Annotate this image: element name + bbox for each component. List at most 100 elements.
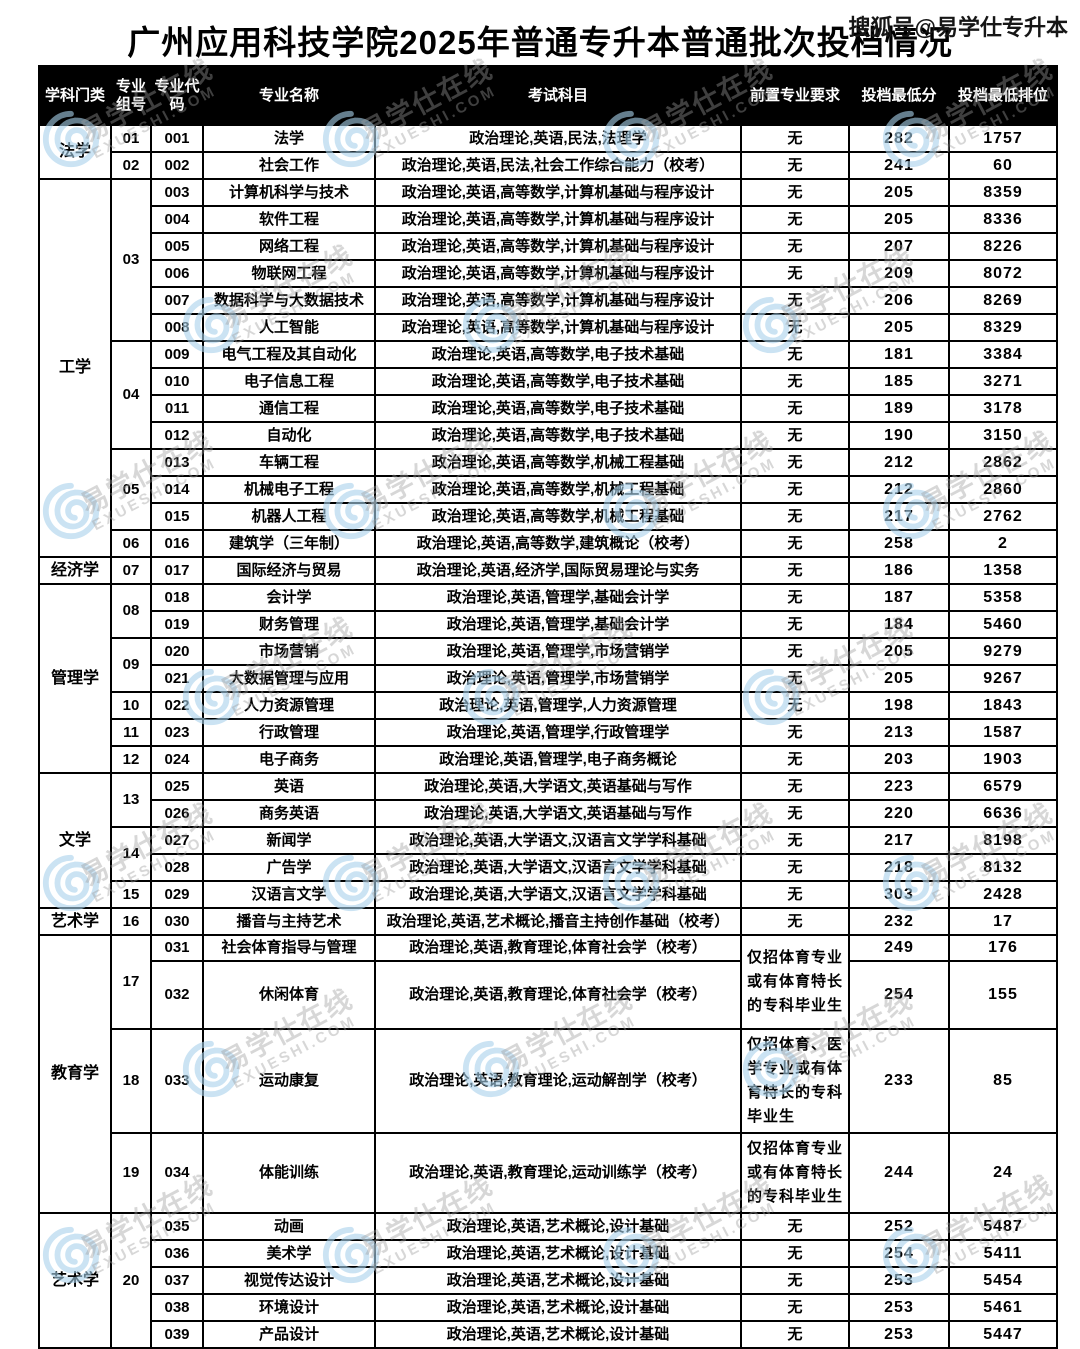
prereq-cell: 无 <box>740 313 850 342</box>
rank-cell: 3150 <box>948 421 1058 450</box>
major-cell: 运动康复 <box>202 1028 376 1134</box>
table-row: 11 023 行政管理 政治理论,英语,管理学,行政管理学无 213 1587 <box>39 718 1058 747</box>
score-cell: 205 <box>848 205 950 234</box>
rank-cell: 9279 <box>948 637 1058 666</box>
rank-cell: 8072 <box>948 259 1058 288</box>
rank-cell: 5461 <box>948 1293 1058 1322</box>
prereq-cell: 无 <box>740 664 850 693</box>
subjects-cell: 政治理论,英语,教育理论,体育社会学（校考） <box>374 934 742 962</box>
prereq-cell: 无 <box>740 718 850 747</box>
code-cell: 021 <box>150 664 204 693</box>
table-row: 039 产品设计 政治理论,英语,艺术概论,设计基础无 253 5447 <box>39 1320 1058 1349</box>
rank-cell: 3178 <box>948 394 1058 423</box>
major-cell: 电气工程及其自动化 <box>202 340 376 369</box>
category-cell: 法学 <box>38 124 112 180</box>
score-cell: 206 <box>848 286 950 315</box>
score-cell: 185 <box>848 367 950 396</box>
category-cell: 经济学 <box>38 556 112 585</box>
group-cell: 12 <box>110 745 152 774</box>
table-row: 艺术学 20 035 动画 政治理论,英语,艺术概论,设计基础无 252 5487 <box>38 1212 1058 1349</box>
major-cell: 环境设计 <box>202 1293 376 1322</box>
code-cell: 035 <box>150 1212 204 1241</box>
major-cell: 休闲体育 <box>202 960 376 1030</box>
table-row: 文学 13 025 英语 政治理论,英语,大学语文,英语基础与写作无 223 6579 <box>38 772 1058 909</box>
score-cell: 212 <box>848 448 950 477</box>
rank-cell: 3384 <box>948 340 1058 369</box>
table-row: 10 022 人力资源管理 政治理论,英语,管理学,人力资源管理无 198 1843 <box>39 691 1058 720</box>
rank-cell: 8198 <box>948 826 1058 855</box>
table-row: 010 电子信息工程 政治理论,英语,高等数学,电子技术基础无 185 3271 <box>39 367 1058 396</box>
prereq-cell: 无 <box>740 529 850 558</box>
col-group: 专业组号 <box>110 65 152 126</box>
subjects-cell: 政治理论,英语,高等数学,机械工程基础 <box>374 502 742 531</box>
rank-cell: 60 <box>948 151 1058 180</box>
code-cell: 031 <box>150 934 204 962</box>
subjects-cell: 政治理论,英语,高等数学,计算机基础与程序设计 <box>374 313 742 342</box>
rank-cell: 1903 <box>948 745 1058 774</box>
code-cell: 029 <box>150 880 204 909</box>
table-row: 教育学 17 031 社会体育指导与管理 政治理论,英语,教育理论,体育社会学（校考）仅… <box>38 934 1058 1214</box>
code-cell: 033 <box>150 1028 204 1134</box>
major-cell: 通信工程 <box>202 394 376 423</box>
group-cell: 01 <box>110 124 152 153</box>
group-cell: 06 <box>110 529 152 558</box>
table-row: 管理学 08 018 会计学 政治理论,英语,管理学,基础会计学无 187 5358 <box>38 583 1058 774</box>
subjects-cell: 政治理论,英语,艺术概论,设计基础 <box>374 1293 742 1322</box>
score-cell: 249 <box>848 934 950 962</box>
score-cell: 187 <box>848 583 950 612</box>
prereq-cell: 无 <box>740 502 850 531</box>
subjects-cell: 政治理论,英语,大学语文,英语基础与写作 <box>374 772 742 801</box>
header-row: 学科门类 专业组号 专业代码 专业名称 考试科目 前置专业要求 投档最低分 投档… <box>38 65 1058 126</box>
category-cell: 教育学 <box>38 934 112 1214</box>
subjects-cell: 政治理论,英语,高等数学,机械工程基础 <box>374 475 742 504</box>
major-cell: 英语 <box>202 772 376 801</box>
subjects-cell: 政治理论,英语,高等数学,计算机基础与程序设计 <box>374 286 742 315</box>
prereq-cell: 无 <box>740 475 850 504</box>
prereq-cell: 无 <box>740 259 850 288</box>
subjects-cell: 政治理论,英语,民法,法理学 <box>374 124 742 153</box>
score-cell: 244 <box>848 1132 950 1214</box>
table-row: 007 数据科学与大数据技术 政治理论,英语,高等数学,计算机基础与程序设计无 206… <box>39 286 1058 315</box>
table-row: 12 024 电子商务 政治理论,英语,管理学,电子商务概论无 203 1903 <box>39 745 1058 774</box>
score-cell: 233 <box>848 1028 950 1134</box>
code-cell: 039 <box>150 1320 204 1349</box>
code-cell: 002 <box>150 151 204 180</box>
table-row: 工学 03 003 计算机科学与技术 政治理论,英语,高等数学,计算机基础与程序设计无 2… <box>38 178 1058 558</box>
rank-cell: 1587 <box>948 718 1058 747</box>
table-row: 15 029 汉语言文学 政治理论,英语,大学语文,汉语言文学学科基础无 303 2428 <box>39 880 1058 909</box>
group-cell: 16 <box>110 907 152 936</box>
prereq-cell: 无 <box>740 745 850 774</box>
code-cell: 006 <box>150 259 204 288</box>
subjects-cell: 政治理论,英语,民法,社会工作综合能力（校考） <box>374 151 742 180</box>
major-cell: 会计学 <box>202 583 376 612</box>
subjects-cell: 政治理论,英语,高等数学,电子技术基础 <box>374 340 742 369</box>
score-cell: 205 <box>848 637 950 666</box>
major-cell: 人工智能 <box>202 313 376 342</box>
category-cell: 文学 <box>38 772 112 909</box>
score-cell: 253 <box>848 1320 950 1349</box>
page-title: 广州应用科技学院2025年普通专升本普通批次投档情况 <box>127 24 953 61</box>
code-cell: 008 <box>150 313 204 342</box>
major-cell: 物联网工程 <box>202 259 376 288</box>
group-cell: 10 <box>110 691 152 720</box>
table-row: 012 自动化 政治理论,英语,高等数学,电子技术基础无 190 3150 <box>39 421 1058 450</box>
code-cell: 030 <box>150 907 204 936</box>
code-cell: 037 <box>150 1266 204 1295</box>
rank-cell: 2762 <box>948 502 1058 531</box>
subjects-cell: 政治理论,英语,高等数学,计算机基础与程序设计 <box>374 205 742 234</box>
table-row: 015 机器人工程 政治理论,英语,高等数学,机械工程基础无 217 2762 <box>39 502 1058 531</box>
prereq-cell: 无 <box>740 610 850 639</box>
prereq-cell: 无 <box>740 907 850 936</box>
col-code: 专业代码 <box>150 65 204 126</box>
subjects-cell: 政治理论,英语,大学语文,汉语言文学学科基础 <box>374 880 742 909</box>
score-cell: 232 <box>848 907 950 936</box>
source-watermark: 搜狐号@易学仕专升本 <box>848 15 1068 40</box>
code-cell: 009 <box>150 340 204 369</box>
prereq-cell: 无 <box>740 772 850 801</box>
table-row: 05 013 车辆工程 政治理论,英语,高等数学,机械工程基础无 212 2862 <box>39 448 1058 531</box>
major-cell: 广告学 <box>202 853 376 882</box>
subjects-cell: 政治理论,英语,高等数学,计算机基础与程序设计 <box>374 259 742 288</box>
subjects-cell: 政治理论,英语,高等数学,机械工程基础 <box>374 448 742 477</box>
major-cell: 网络工程 <box>202 232 376 261</box>
subjects-cell: 政治理论,英语,管理学,市场营销学 <box>374 664 742 693</box>
